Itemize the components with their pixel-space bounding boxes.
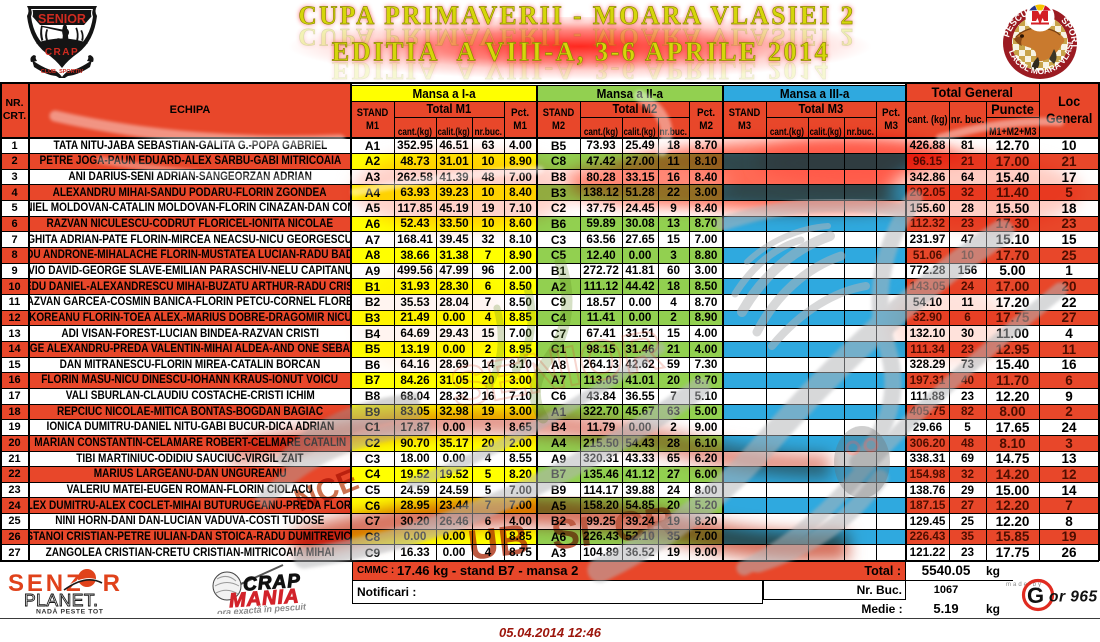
svg-text:SENIOR: SENIOR [38,12,86,26]
svg-text:made by: made by [1006,582,1043,588]
svg-text:CRAP: CRAP [242,571,301,596]
svg-text:CLUB SPORTIV: CLUB SPORTIV [41,69,84,75]
svg-text:or 965: or 965 [1049,589,1098,606]
svg-text:CRAP: CRAP [45,47,79,58]
svg-text:G: G [1027,583,1044,608]
svg-text:PLANET.: PLANET. [24,590,99,610]
svg-text:NADĂ PESTE TOT: NADĂ PESTE TOT [36,607,104,615]
svg-text:MANIA: MANIA [228,585,300,612]
